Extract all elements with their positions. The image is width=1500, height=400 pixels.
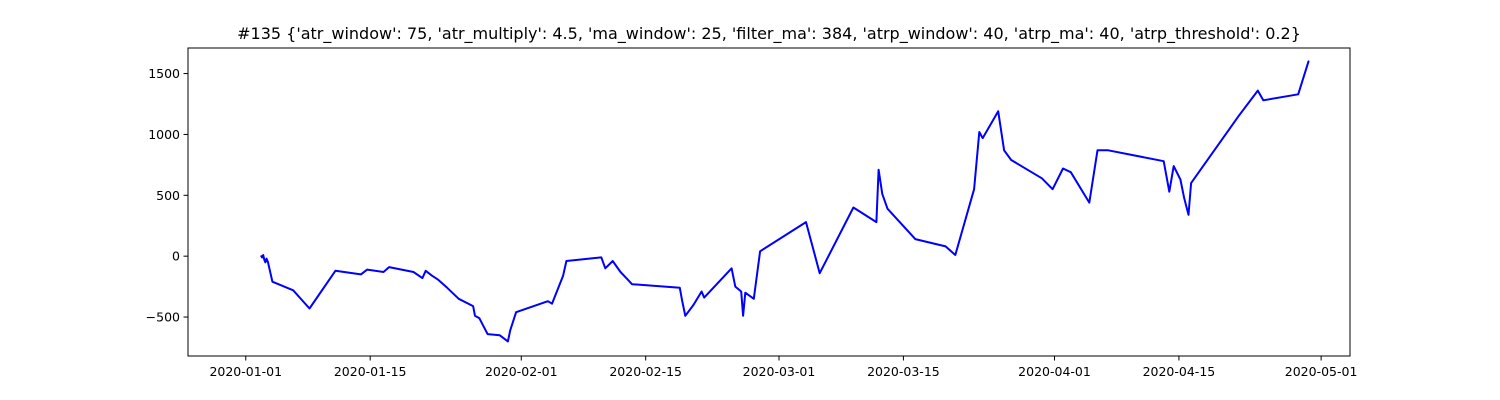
y-tick-label: 1000 xyxy=(148,127,180,142)
x-tick-label: 2020-01-01 xyxy=(209,364,282,379)
x-tick-label: 2020-05-01 xyxy=(1285,364,1358,379)
x-tick-label: 2020-04-01 xyxy=(1018,364,1091,379)
y-tick-label: −500 xyxy=(146,310,180,325)
x-tick-label: 2020-02-15 xyxy=(609,364,682,379)
x-axis-ticks: 2020-01-01 2020-01-15 2020-02-01 2020-02-15… xyxy=(209,356,1357,379)
x-tick-label: 2020-03-01 xyxy=(743,364,816,379)
y-tick-label: 1500 xyxy=(148,66,180,81)
x-tick-label: 2020-03-15 xyxy=(867,364,940,379)
x-tick-label: 2020-01-15 xyxy=(334,364,407,379)
series-line xyxy=(260,60,1310,343)
y-axis-ticks: −500 0 500 1000 1500 xyxy=(146,66,188,325)
plot-area-frame xyxy=(187,47,1351,357)
y-tick-label: 500 xyxy=(156,188,180,203)
y-tick-label: 0 xyxy=(172,249,180,264)
x-tick-label: 2020-02-01 xyxy=(485,364,558,379)
x-tick-label: 2020-04-15 xyxy=(1143,364,1216,379)
chart-title: #135 {'atr_window': 75, 'atr_multiply': … xyxy=(237,24,1301,44)
